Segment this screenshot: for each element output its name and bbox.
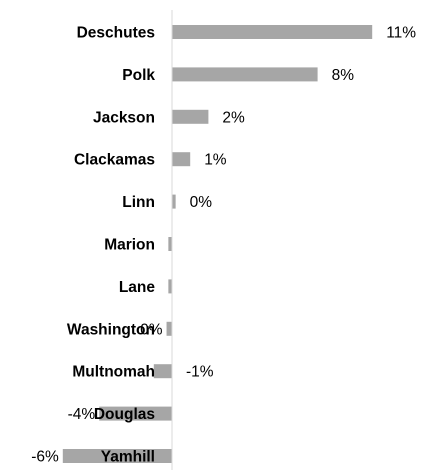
- bar-group: [62, 25, 373, 463]
- value-label-clackamas: 1%: [204, 152, 227, 169]
- category-label-group: Deschutes Polk Jackson Clackamas Linn Marion L…: [67, 25, 155, 466]
- bar-douglas: [99, 406, 172, 421]
- value-label-jackson: 2%: [222, 109, 245, 126]
- category-label-douglas: Douglas: [94, 406, 155, 423]
- value-label-polk: 8%: [332, 67, 355, 84]
- bar-jackson: [172, 109, 209, 124]
- category-label-lane: Lane: [119, 279, 156, 296]
- bar-marion: [168, 237, 172, 251]
- value-label-multnomah: -1%: [186, 364, 214, 381]
- value-label-linn: 0%: [190, 194, 213, 211]
- value-label-yamhill: -6%: [31, 449, 59, 466]
- bar-washington: [166, 321, 172, 336]
- bar-lane: [168, 279, 172, 294]
- category-label-clackamas: Clackamas: [74, 152, 155, 169]
- bar-clackamas: [172, 152, 191, 167]
- value-label-douglas: -4%: [68, 406, 96, 423]
- category-label-marion: Marion: [104, 237, 155, 254]
- category-label-deschutes: Deschutes: [77, 25, 155, 42]
- value-label-deschutes: 11%: [386, 25, 416, 42]
- category-label-linn: Linn: [122, 194, 155, 211]
- bar-polk: [172, 67, 318, 82]
- category-label-yamhill: Yamhill: [101, 449, 155, 466]
- bar-yamhill: [62, 449, 172, 463]
- category-label-jackson: Jackson: [93, 109, 155, 126]
- category-label-washington: Washington: [67, 321, 155, 338]
- value-label-group: 11% 8% 2% 1% 0% 0% -1% -4% -6%: [31, 25, 416, 466]
- bar-linn: [172, 194, 176, 209]
- category-label-polk: Polk: [122, 67, 155, 84]
- category-label-multnomah: Multnomah: [72, 364, 155, 381]
- bar-multnomah: [153, 364, 172, 379]
- value-label-washington: 0%: [140, 321, 163, 338]
- bar-deschutes: [172, 25, 373, 39]
